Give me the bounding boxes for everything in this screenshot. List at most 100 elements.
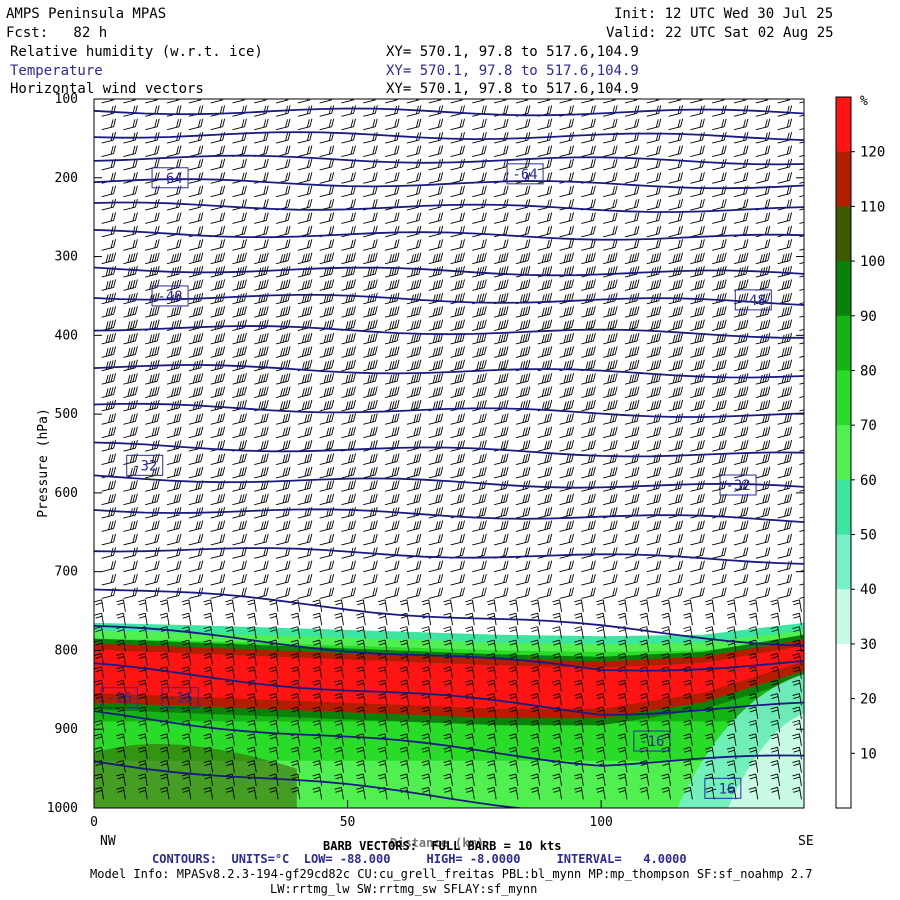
- wind-barb: [101, 506, 117, 519]
- wind-barb: [661, 652, 672, 666]
- wind-barb: [297, 560, 313, 573]
- wind-barb: [465, 639, 475, 653]
- wind-barb: [188, 573, 204, 586]
- wind-barb: [799, 128, 804, 131]
- wind-barb: [275, 265, 291, 278]
- wind-barb: [755, 332, 771, 345]
- wind-barb: [770, 719, 781, 733]
- wind-barb: [712, 212, 727, 224]
- wind-barb: [515, 145, 531, 157]
- wind-barb: [624, 399, 640, 412]
- wind-barb: [559, 399, 574, 412]
- wind-barb: [799, 208, 804, 211]
- wind-barb: [232, 426, 247, 439]
- wind-barb: [450, 359, 465, 372]
- wind-barb: [515, 440, 531, 452]
- wind-barb: [384, 99, 398, 104]
- wind-barb: [188, 560, 204, 573]
- wind-barb: [94, 773, 105, 787]
- wind-barb: [603, 212, 618, 224]
- wind-barb: [799, 114, 804, 117]
- wind-barb: [428, 239, 444, 251]
- wind-barb: [494, 493, 509, 506]
- wind-barb: [101, 185, 117, 198]
- wind-barb: [297, 480, 313, 492]
- wind-barb: [712, 453, 727, 465]
- wind-barb: [254, 118, 269, 131]
- wind-barb: [450, 158, 465, 171]
- wind-barb: [755, 319, 771, 332]
- wind-barb: [690, 145, 705, 157]
- wind-barb: [515, 560, 531, 573]
- wind-barb: [603, 279, 618, 291]
- wind-barb: [363, 413, 378, 425]
- wind-barb: [159, 786, 170, 800]
- wind-barb: [363, 172, 378, 184]
- wind-barb: [254, 573, 269, 586]
- wind-barb: [319, 118, 335, 131]
- colorbar-label: 80: [860, 363, 877, 379]
- wind-barb: [450, 560, 465, 573]
- contour-label: -64: [506, 163, 544, 185]
- wind-barb: [646, 440, 662, 452]
- wind-barb: [319, 573, 335, 586]
- wind-barb: [515, 332, 531, 345]
- wind-barb: [101, 306, 117, 318]
- wind-barb: [494, 239, 509, 251]
- wind-barb: [377, 706, 388, 720]
- wind-barb: [559, 279, 574, 291]
- wind-barb: [210, 306, 226, 318]
- wind-barb: [116, 719, 126, 733]
- wind-barb: [465, 599, 475, 612]
- wind-barb: [159, 612, 170, 626]
- wind-barb: [603, 185, 618, 198]
- wind-barb: [603, 172, 618, 184]
- wind-barb: [668, 99, 682, 104]
- wind-barb: [297, 346, 313, 358]
- wind-barb: [363, 292, 378, 305]
- wind-barb: [726, 626, 737, 639]
- wind-barb: [210, 158, 226, 171]
- wind-barb: [646, 332, 662, 345]
- wind-barb: [494, 413, 509, 425]
- wind-barb: [247, 652, 257, 666]
- wind-barb: [792, 679, 802, 693]
- wind-barb: [668, 279, 684, 291]
- wind-barb: [581, 533, 596, 546]
- wind-barb: [341, 292, 356, 305]
- wind-barb: [596, 786, 606, 800]
- wind-barb: [668, 118, 684, 131]
- wind-barb: [712, 399, 727, 412]
- wind-barb: [210, 426, 226, 439]
- wind-barb: [341, 118, 356, 131]
- wind-barb: [297, 239, 313, 251]
- field-wind-xy: XY= 570.1, 97.8 to 517.6,104.9: [386, 81, 639, 97]
- wind-barb: [406, 493, 422, 506]
- wind-barb: [406, 426, 422, 439]
- wind-barb: [624, 185, 640, 198]
- wind-barb: [712, 413, 727, 425]
- wind-barb: [733, 573, 749, 586]
- model-title: AMPS Peninsula MPAS: [6, 6, 167, 22]
- wind-barb: [624, 279, 640, 291]
- wind-barb: [421, 612, 432, 626]
- wind-barb: [581, 332, 596, 345]
- wind-barb: [646, 306, 662, 318]
- wind-barb: [755, 172, 771, 184]
- wind-barb: [733, 118, 749, 131]
- wind-barb: [515, 587, 531, 599]
- wind-barb: [799, 367, 804, 372]
- wind-barb: [363, 225, 378, 238]
- wind-barb: [494, 506, 509, 519]
- wind-barb: [617, 719, 628, 733]
- wind-barb: [603, 105, 618, 117]
- wind-barb: [705, 599, 715, 612]
- wind-barb: [646, 587, 662, 599]
- wind-barb: [508, 706, 519, 720]
- wind-barb: [770, 679, 781, 693]
- wind-barb: [690, 118, 705, 131]
- wind-barb: [254, 533, 269, 546]
- wind-barb: [733, 453, 749, 465]
- y-axis-label: Pressure (hPa): [36, 408, 51, 518]
- wind-barb: [101, 493, 117, 506]
